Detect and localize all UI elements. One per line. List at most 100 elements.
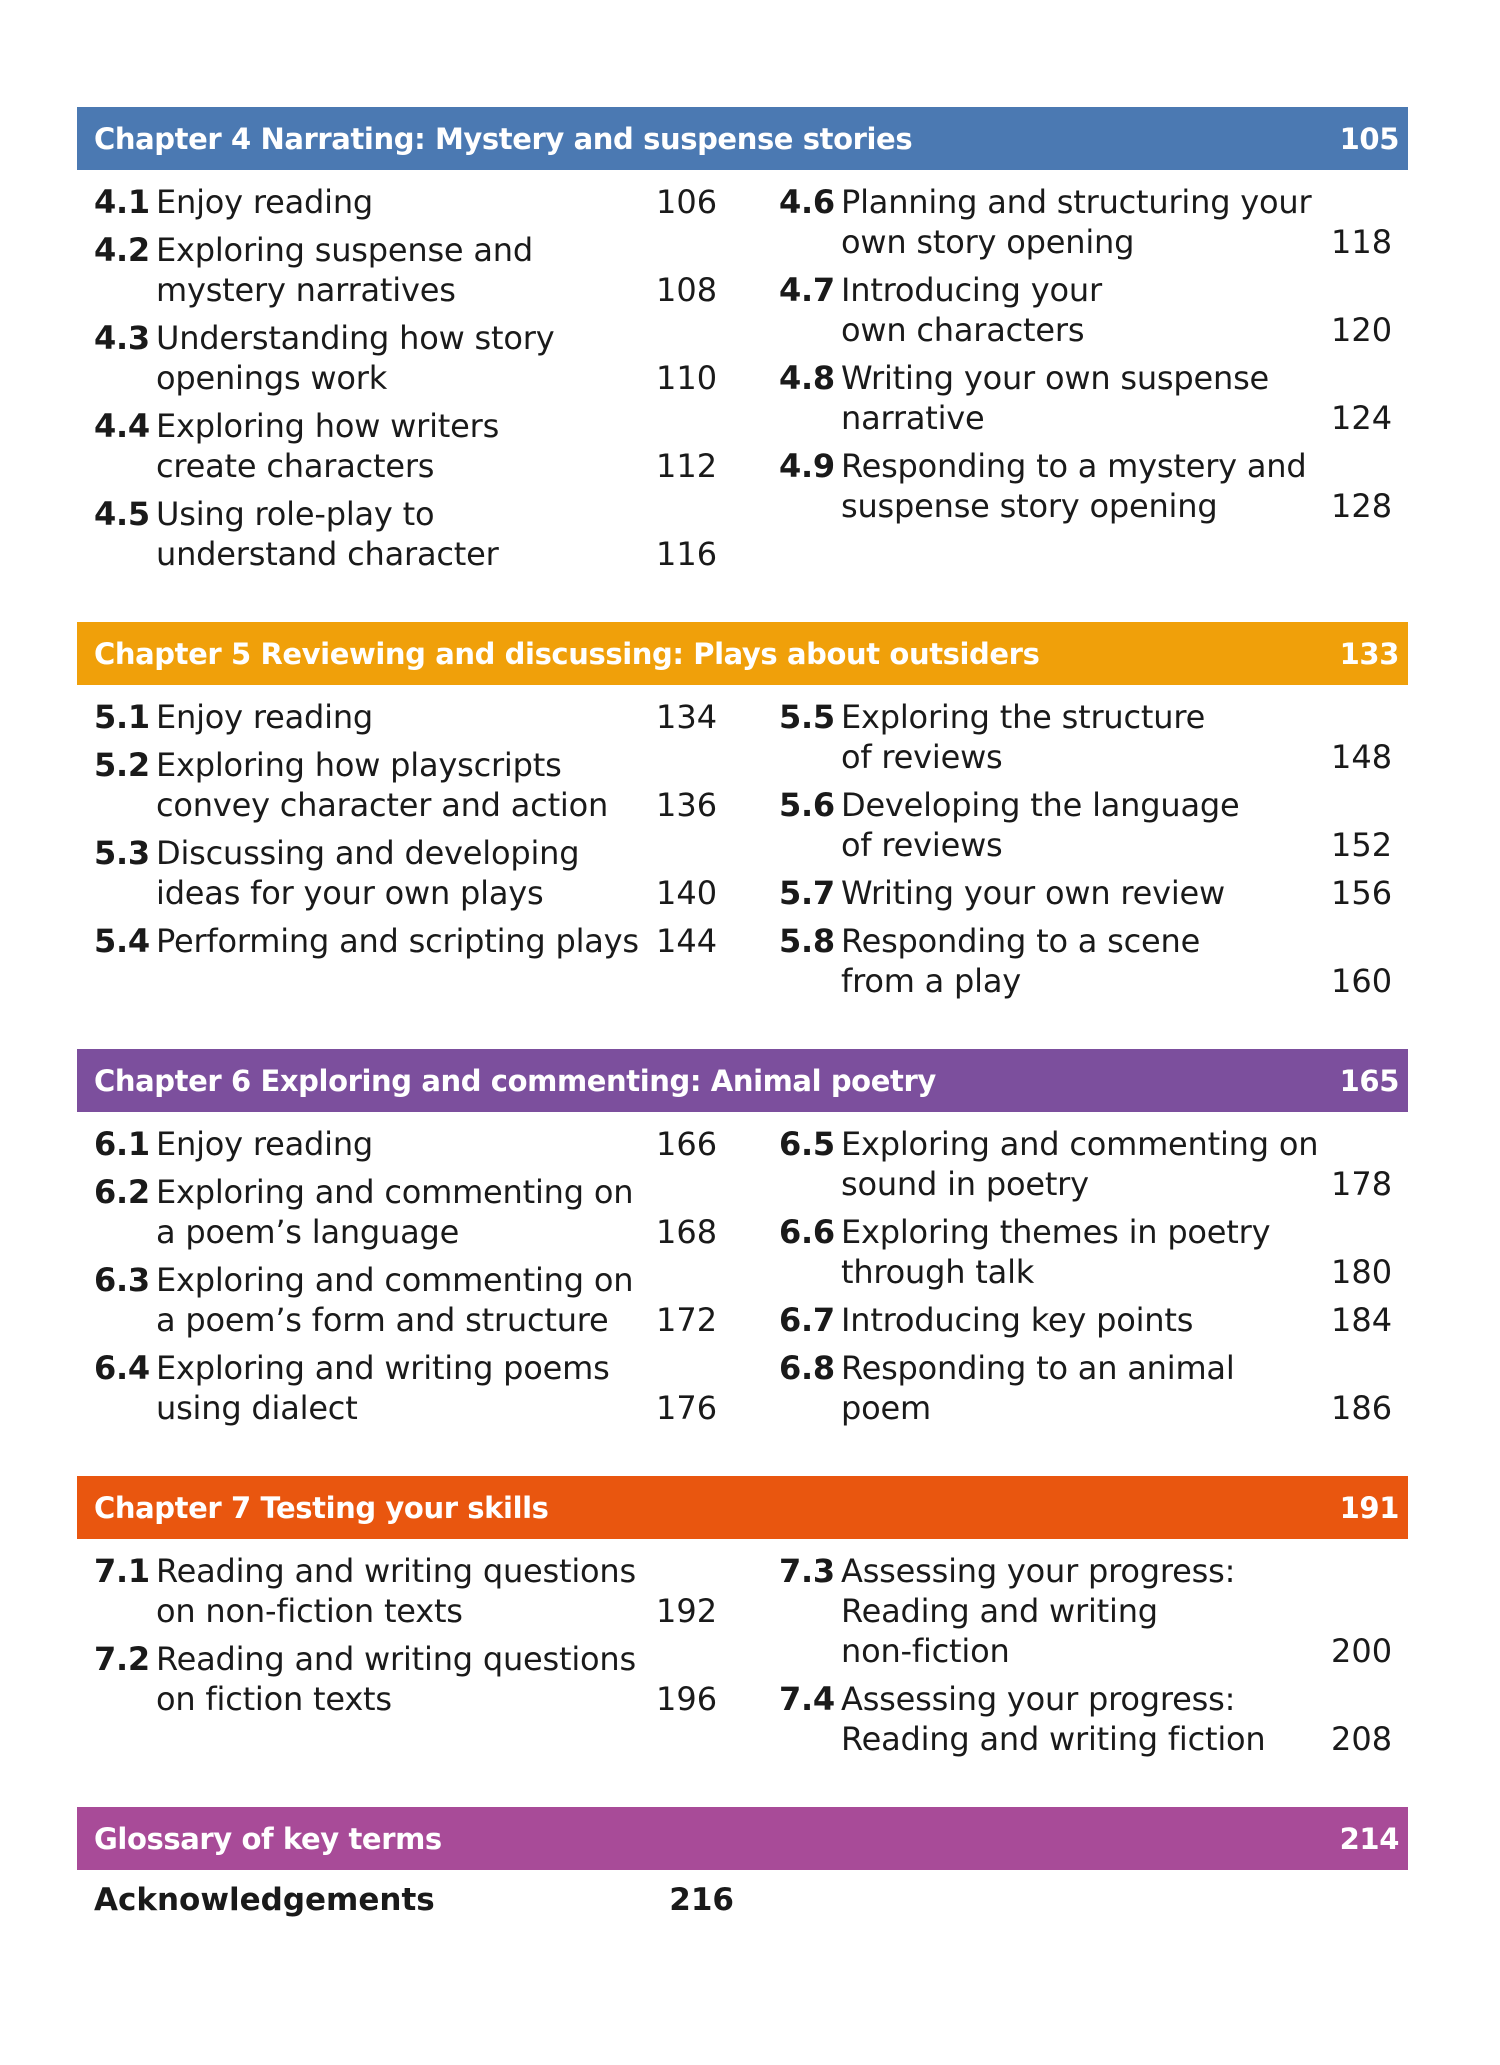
entry-title: Exploring and commenting on a poem’s lan… xyxy=(156,1173,634,1251)
toc-entry[interactable]: 5.1 Enjoy reading 134 xyxy=(94,697,734,737)
contents-page: Chapter 4 Narrating: Mystery and suspens… xyxy=(77,107,1408,1918)
entry-title: Understanding how story openings work xyxy=(156,319,555,397)
toc-entry[interactable]: 4.8 Writing your own suspense narrative 12… xyxy=(779,358,1401,438)
toc-entry[interactable]: 5.5 Exploring the structure of reviews 148 xyxy=(779,697,1401,777)
entry-page-number: 208 xyxy=(1331,1720,1393,1758)
entry-page-number: 118 xyxy=(1331,223,1393,261)
toc-entry[interactable]: 5.4 Performing and scripting plays 144 xyxy=(94,921,734,961)
entry-number: 6.5 xyxy=(779,1125,835,1163)
entry-page-number: 166 xyxy=(656,1125,718,1163)
entry-page-number: 172 xyxy=(656,1301,718,1339)
entry-page-number: 120 xyxy=(1331,311,1393,349)
toc-entry[interactable]: 4.4 Exploring how writers create characte… xyxy=(94,406,734,486)
entry-number: 4.9 xyxy=(779,447,835,485)
toc-entry[interactable]: 7.2 Reading and writing questions on fict… xyxy=(94,1639,734,1719)
entry-title: Responding to a mystery and suspense sto… xyxy=(841,447,1307,525)
toc-entry[interactable]: 7.4 Assessing your progress: Reading and … xyxy=(779,1679,1401,1759)
entry-number: 6.1 xyxy=(94,1125,150,1163)
entry-page-number: 148 xyxy=(1331,738,1393,776)
entry-page-number: 184 xyxy=(1331,1301,1393,1339)
toc-entry[interactable]: 5.6 Developing the language of reviews 152 xyxy=(779,785,1401,865)
entry-page-number: 156 xyxy=(1331,874,1393,912)
toc-entry[interactable]: 6.5 Exploring and commenting on sound in … xyxy=(779,1124,1401,1204)
entry-title: Exploring how playscripts convey charact… xyxy=(156,746,609,824)
entry-title: Exploring and commenting on a poem’s for… xyxy=(156,1261,634,1339)
entry-number: 5.5 xyxy=(779,698,835,736)
toc-entry[interactable]: 6.3 Exploring and commenting on a poem’s … xyxy=(94,1260,734,1340)
toc-entry[interactable]: 5.8 Responding to a scene from a play 160 xyxy=(779,921,1401,1001)
entry-page-number: 110 xyxy=(656,359,718,397)
entry-number: 7.4 xyxy=(779,1680,835,1718)
chapter-band[interactable]: Chapter 7 Testing your skills 191 xyxy=(77,1476,1408,1539)
entry-number: 7.3 xyxy=(779,1552,835,1590)
glossary-title: Glossary of key terms xyxy=(94,1821,442,1856)
glossary-band[interactable]: Glossary of key terms 214 xyxy=(77,1807,1408,1870)
entry-page-number: 192 xyxy=(656,1592,718,1630)
chapter-entries: 5.1 Enjoy reading 134 5.2 Exploring how play… xyxy=(77,685,1408,1009)
entry-title: Enjoy reading xyxy=(156,698,374,736)
chapter-band[interactable]: Chapter 4 Narrating: Mystery and suspens… xyxy=(77,107,1408,170)
toc-entry[interactable]: 4.2 Exploring suspense and mystery narrat… xyxy=(94,230,734,310)
entry-number: 5.7 xyxy=(779,874,835,912)
toc-entry[interactable]: 6.8 Responding to an animal poem 186 xyxy=(779,1348,1401,1428)
chapter-title: Chapter 4 Narrating: Mystery and suspens… xyxy=(94,121,913,156)
toc-entry[interactable]: 6.4 Exploring and writing poems using dia… xyxy=(94,1348,734,1428)
entry-number: 7.1 xyxy=(94,1552,150,1590)
entry-title: Using role-play to understand character xyxy=(156,495,499,573)
entry-number: 5.1 xyxy=(94,698,150,736)
entry-number: 4.4 xyxy=(94,407,150,445)
toc-entry[interactable]: 4.5 Using role-play to understand charact… xyxy=(94,494,734,574)
entry-page-number: 180 xyxy=(1331,1253,1393,1291)
chapter-entries: 6.1 Enjoy reading 166 6.2 Exploring and comm… xyxy=(77,1112,1408,1436)
entry-title: Exploring suspense and mystery narrative… xyxy=(156,231,533,309)
toc-entry[interactable]: 4.3 Understanding how story openings work… xyxy=(94,318,734,398)
toc-entry[interactable]: 6.6 Exploring themes in poetry through ta… xyxy=(779,1212,1401,1292)
acknowledgements-row[interactable]: Acknowledgements 216 xyxy=(77,1870,734,1918)
chapter-section: Chapter 5 Reviewing and discussing: Play… xyxy=(77,622,1408,1009)
entry-title: Reading and writing questions on non-fic… xyxy=(156,1552,636,1630)
chapter-list: Chapter 4 Narrating: Mystery and suspens… xyxy=(77,107,1408,1767)
entry-page-number: 134 xyxy=(656,698,718,736)
entry-number: 5.3 xyxy=(94,834,150,872)
toc-entry[interactable]: 5.7 Writing your own review 156 xyxy=(779,873,1401,913)
toc-entry[interactable]: 6.7 Introducing key points 184 xyxy=(779,1300,1401,1340)
chapter-entries: 7.1 Reading and writing questions on non-… xyxy=(77,1539,1408,1767)
entry-title: Reading and writing questions on fiction… xyxy=(156,1640,636,1718)
entry-title: Performing and scripting plays xyxy=(156,922,639,960)
toc-entry[interactable]: 7.1 Reading and writing questions on non-… xyxy=(94,1551,734,1631)
toc-entry[interactable]: 4.6 Planning and structuring your own sto… xyxy=(779,182,1401,262)
chapter-title: Chapter 7 Testing your skills xyxy=(94,1490,549,1525)
toc-entry[interactable]: 5.2 Exploring how playscripts convey char… xyxy=(94,745,734,825)
right-column: 4.6 Planning and structuring your own sto… xyxy=(734,182,1401,582)
glossary-page-number: 214 xyxy=(1339,1821,1400,1856)
entry-title: Exploring and commenting on sound in poe… xyxy=(841,1125,1319,1203)
entry-title: Discussing and developing ideas for your… xyxy=(156,834,580,912)
entry-number: 5.4 xyxy=(94,922,150,960)
toc-entry[interactable]: 4.1 Enjoy reading 106 xyxy=(94,182,734,222)
toc-entry[interactable]: 6.1 Enjoy reading 166 xyxy=(94,1124,734,1164)
entry-title: Exploring and writing poems using dialec… xyxy=(156,1349,610,1427)
left-column: 7.1 Reading and writing questions on non-… xyxy=(77,1551,734,1767)
entry-title: Exploring the structure of reviews xyxy=(841,698,1206,776)
chapter-page-number: 133 xyxy=(1339,636,1400,671)
toc-entry[interactable]: 4.9 Responding to a mystery and suspense … xyxy=(779,446,1401,526)
chapter-band[interactable]: Chapter 6 Exploring and commenting: Anim… xyxy=(77,1049,1408,1112)
right-column: 7.3 Assessing your progress: Reading and … xyxy=(734,1551,1401,1767)
entry-title: Exploring how writers create characters xyxy=(156,407,500,485)
chapter-section: Chapter 7 Testing your skills 191 7.1 Readi… xyxy=(77,1476,1408,1767)
entry-number: 6.3 xyxy=(94,1261,150,1299)
entry-number: 7.2 xyxy=(94,1640,150,1678)
toc-entry[interactable]: 5.3 Discussing and developing ideas for y… xyxy=(94,833,734,913)
toc-entry[interactable]: 4.7 Introducing your own characters 120 xyxy=(779,270,1401,350)
toc-entry[interactable]: 7.3 Assessing your progress: Reading and … xyxy=(779,1551,1401,1671)
entry-number: 4.1 xyxy=(94,183,150,221)
chapter-entries: 4.1 Enjoy reading 106 4.2 Exploring suspense… xyxy=(77,170,1408,582)
chapter-band[interactable]: Chapter 5 Reviewing and discussing: Play… xyxy=(77,622,1408,685)
chapter-page-number: 165 xyxy=(1339,1063,1400,1098)
entry-title: Writing your own suspense narrative xyxy=(841,359,1270,437)
entry-number: 6.4 xyxy=(94,1349,150,1387)
chapter-section: Chapter 6 Exploring and commenting: Anim… xyxy=(77,1049,1408,1436)
chapter-title: Chapter 5 Reviewing and discussing: Play… xyxy=(94,636,1040,671)
toc-entry[interactable]: 6.2 Exploring and commenting on a poem’s … xyxy=(94,1172,734,1252)
entry-page-number: 144 xyxy=(656,922,718,960)
